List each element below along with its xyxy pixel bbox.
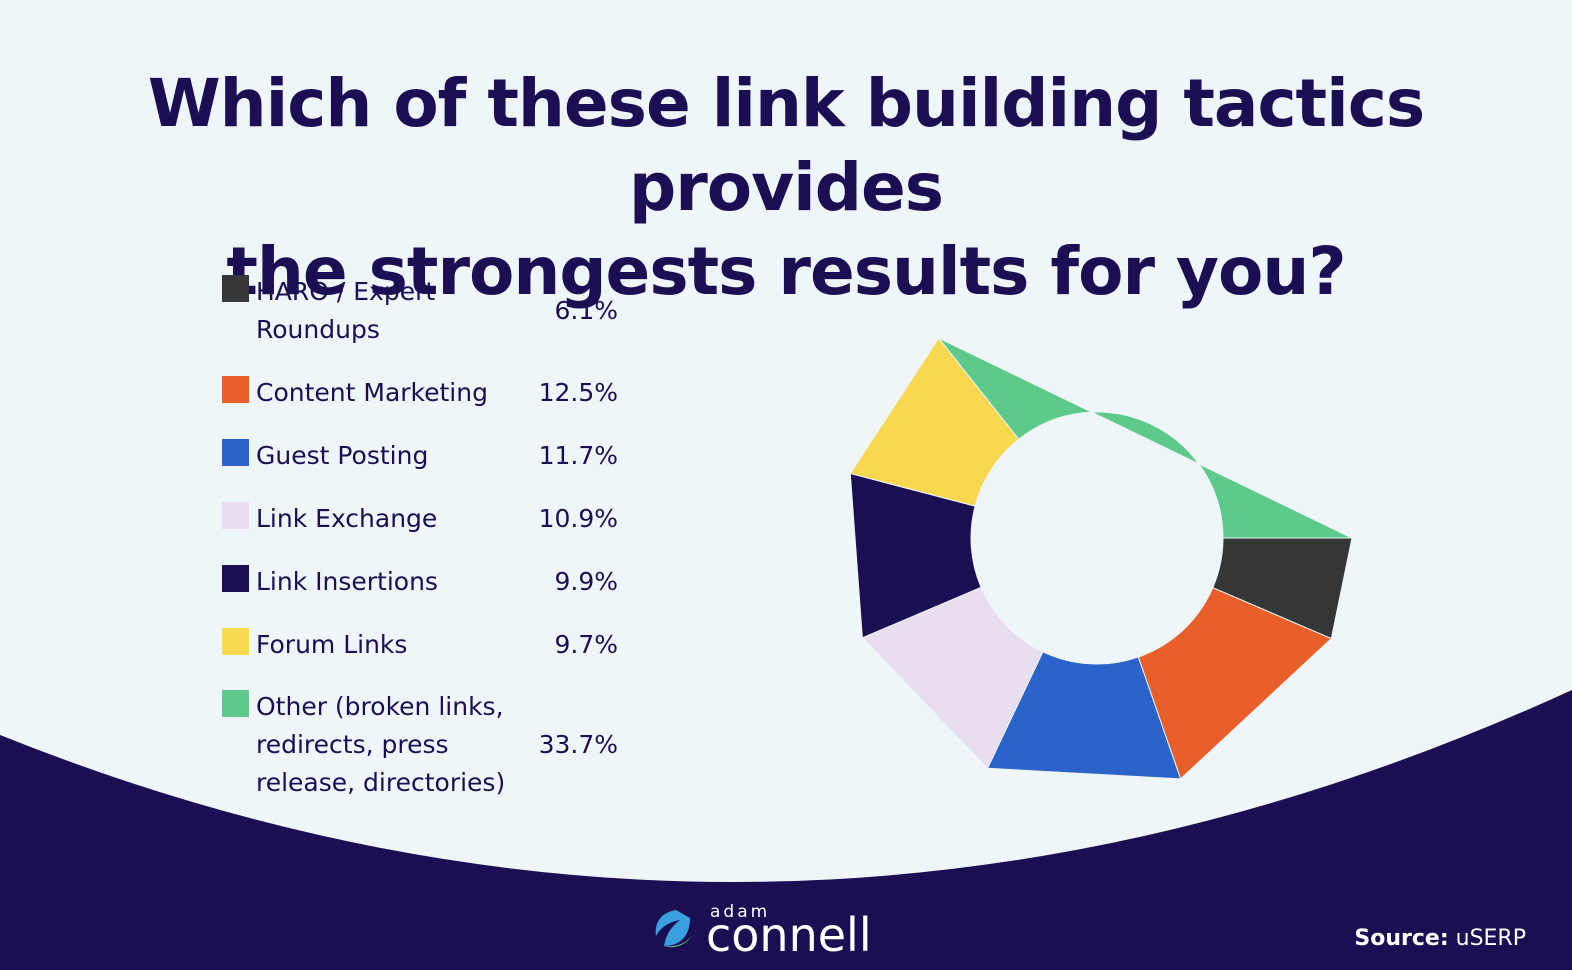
chart-title: Which of these link building tactics pro…	[0, 62, 1572, 314]
logo-big-text: connell	[706, 908, 872, 962]
legend-label-line: Content Marketing	[256, 378, 488, 407]
legend-label-line: Forum Links	[256, 630, 408, 659]
logo-small-text: adam	[710, 902, 771, 922]
legend-label-line: Link Insertions	[256, 567, 438, 596]
legend-value: 10.9%	[538, 504, 618, 533]
leaf-icon	[655, 910, 696, 948]
legend-label: HARO / Expert Roundups	[256, 273, 521, 349]
legend-label: Forum Links	[256, 626, 521, 664]
title-line-1: Which of these link building tactics pro…	[147, 65, 1425, 226]
legend-value: 6.1%	[554, 296, 618, 325]
legend-value: 9.7%	[554, 630, 618, 659]
legend-label: Link Exchange	[256, 500, 521, 538]
legend-label: Guest Posting	[256, 437, 521, 475]
legend-label-line: Roundups	[256, 315, 380, 344]
legend-swatch	[222, 628, 249, 655]
brand-logo: adam connell	[650, 900, 890, 960]
legend-label: Link Insertions	[256, 563, 521, 601]
legend-label: Content Marketing	[256, 374, 521, 412]
donut-chart	[849, 337, 1353, 780]
source-value: uSERP	[1455, 926, 1526, 951]
legend-value: 11.7%	[538, 441, 618, 470]
legend-label-line: release, directories)	[256, 768, 506, 797]
source-credit: Source: uSERP	[1354, 926, 1526, 951]
legend-swatch	[222, 690, 249, 717]
legend-value: 9.9%	[554, 567, 618, 596]
source-label: Source:	[1354, 926, 1449, 951]
legend-value: 33.7%	[538, 730, 618, 759]
legend-label: Other (broken links, redirects, press rele…	[256, 688, 521, 802]
legend-swatch	[222, 502, 249, 529]
donut-slice	[938, 337, 1353, 539]
legend-label-line: redirects, press	[256, 730, 449, 759]
legend-label-line: HARO / Expert	[256, 277, 436, 306]
legend-swatch	[222, 275, 249, 302]
legend-label-line: Guest Posting	[256, 441, 429, 470]
legend-swatch	[222, 565, 249, 592]
legend-value: 12.5%	[538, 378, 618, 407]
legend-swatch	[222, 376, 249, 403]
legend-label-line: Link Exchange	[256, 504, 438, 533]
title-line-2: the strongests results for you?	[226, 233, 1346, 310]
legend-swatch	[222, 439, 249, 466]
legend-label-line: Other (broken links,	[256, 692, 504, 721]
